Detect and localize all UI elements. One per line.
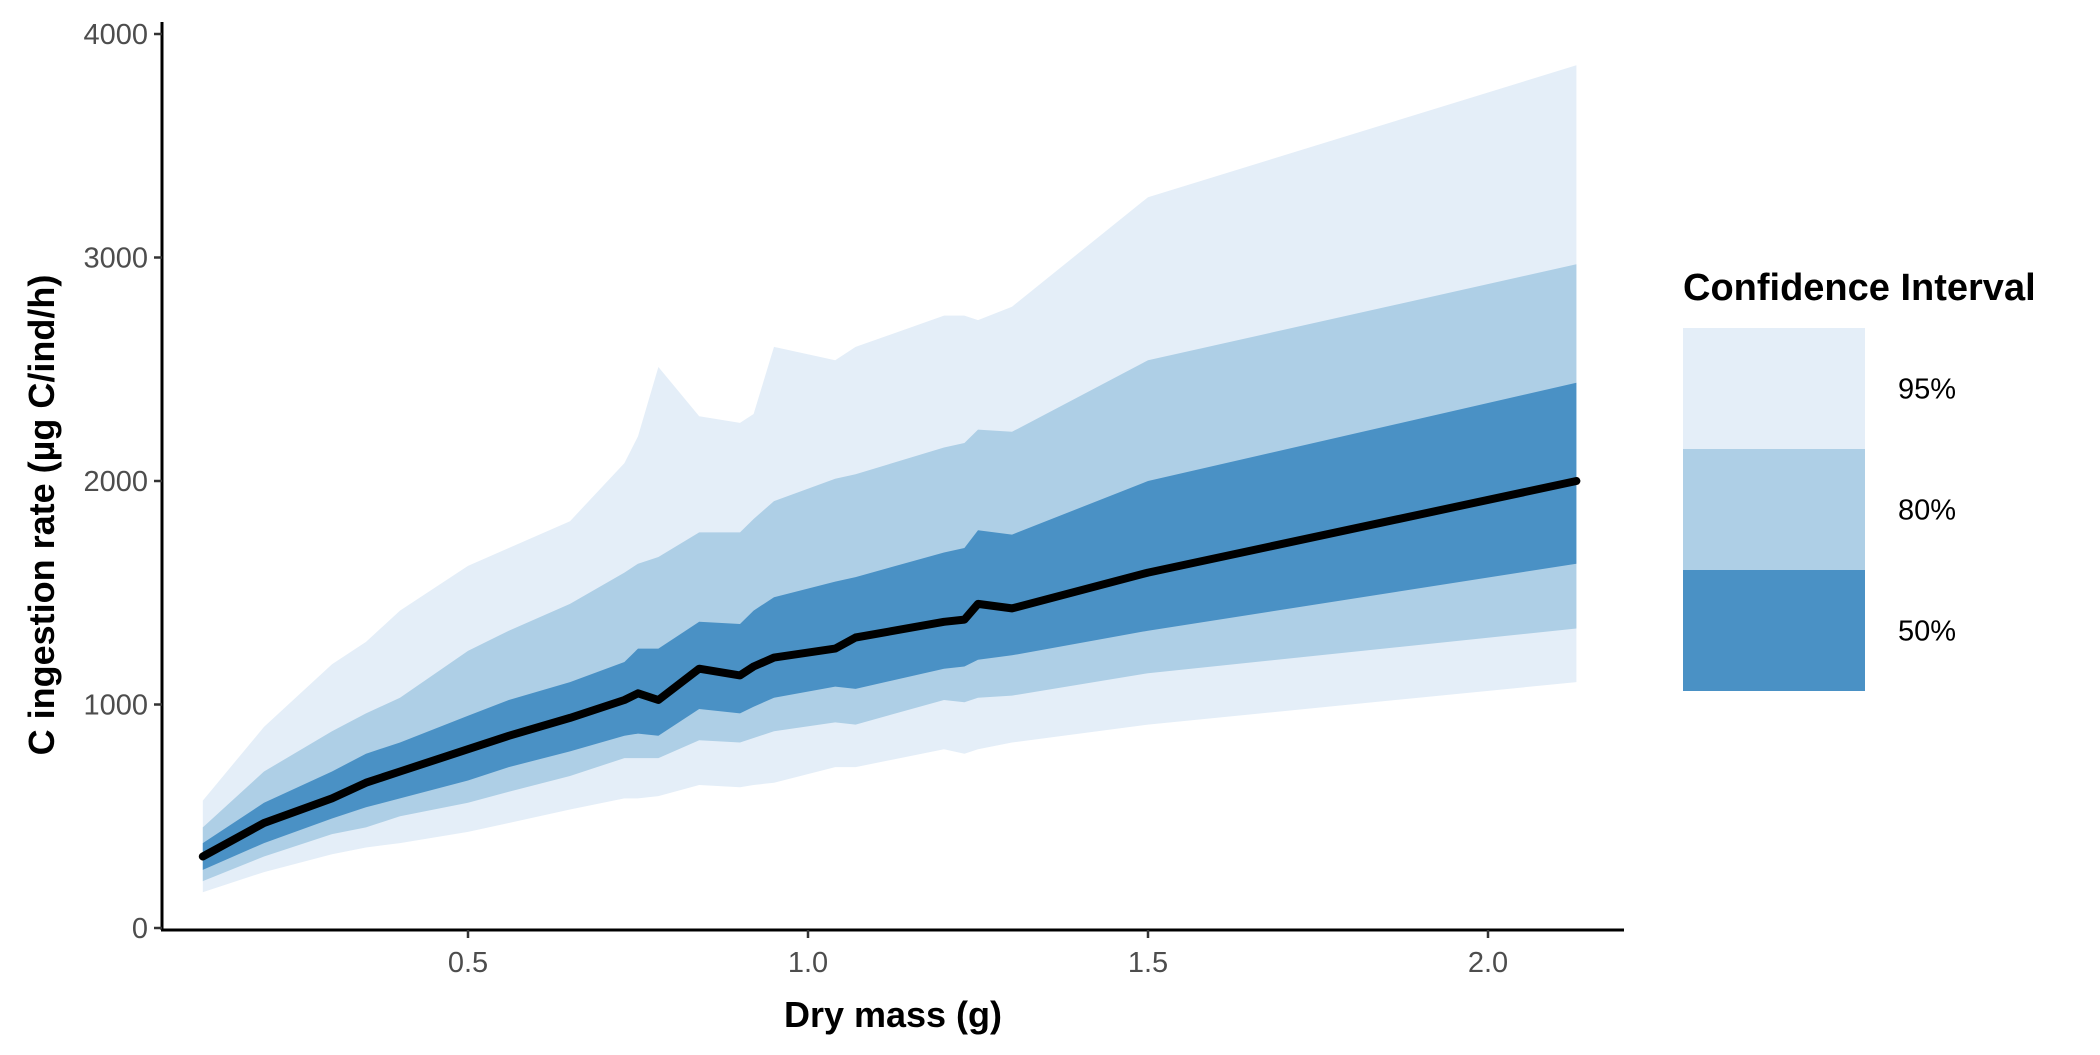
axes [160,22,1624,932]
x-tick-label: 1.0 [788,947,828,979]
median-layer [198,477,1581,861]
y-axis-title: C ingestion rate (µg C/ind/h) [21,275,62,756]
legend-label-50: 50% [1898,616,1956,648]
x-axis-title: Dry mass (g) [784,994,1002,1035]
x-tick-label: 0.5 [448,947,488,979]
legend-title: Confidence Interval [1683,267,2036,309]
y-tick-label: 2000 [83,466,148,498]
y-tick-label: 3000 [83,243,148,275]
y-tick-label: 4000 [83,19,148,51]
median-line [198,477,1581,861]
band-50-area [202,382,1577,870]
x-tick-label: 2.0 [1468,947,1508,979]
legend-items: 95% 80% 50% [1683,328,1956,691]
legend-label-80: 80% [1898,495,1956,527]
y-tick-label: 0 [132,913,148,945]
y-tick-label: 1000 [83,690,148,722]
legend-label-95: 95% [1898,374,1956,406]
legend-key-80 [1683,449,1865,570]
legend-key-50 [1683,570,1865,691]
legend-key-95 [1683,328,1865,449]
legend: Confidence Interval 95% 80% 50% [1683,267,2036,691]
y-ticks: 0 1000 2000 3000 4000 [83,19,162,945]
x-tick-label: 1.5 [1128,947,1168,979]
x-ticks: 0.5 1.0 1.5 2.0 [448,930,1508,979]
